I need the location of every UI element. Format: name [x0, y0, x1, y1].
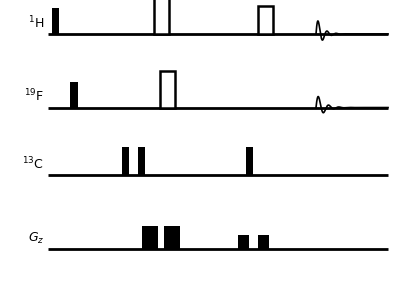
- Bar: [258, 6, 273, 34]
- Bar: [142, 226, 158, 249]
- Text: $^{1}$H: $^{1}$H: [28, 14, 44, 31]
- Bar: [52, 8, 59, 34]
- Bar: [154, 0, 169, 34]
- Bar: [164, 226, 180, 249]
- Bar: [122, 147, 129, 175]
- Bar: [138, 147, 145, 175]
- Bar: [258, 235, 269, 249]
- Bar: [246, 147, 253, 175]
- Text: $^{13}$C: $^{13}$C: [22, 156, 44, 173]
- Bar: [238, 235, 249, 249]
- Bar: [160, 71, 175, 108]
- Text: $G_z$: $G_z$: [28, 231, 44, 246]
- Text: $^{19}$F: $^{19}$F: [24, 88, 44, 105]
- Bar: [70, 82, 78, 108]
